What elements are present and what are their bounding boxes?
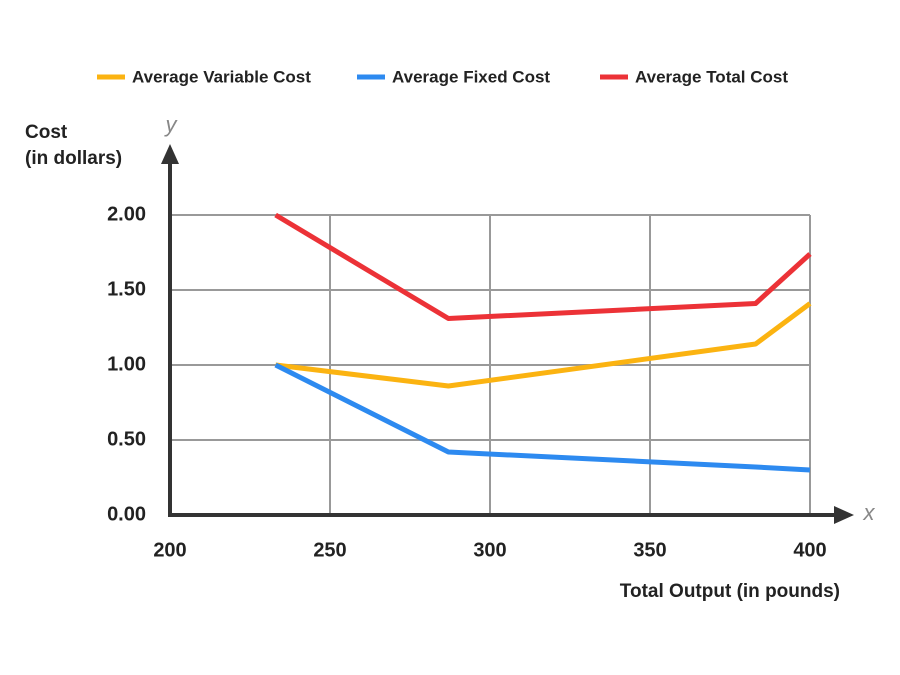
x-tick-label: 200 (153, 539, 186, 561)
x-axis-symbol: x (863, 500, 876, 525)
legend-label: Average Total Cost (635, 67, 788, 86)
y-tick-label: 1.50 (107, 278, 146, 300)
series-line (275, 301, 812, 389)
y-tick-label: 1.00 (107, 353, 146, 375)
x-tick-label: 250 (313, 539, 346, 561)
legend-label: Average Fixed Cost (392, 67, 550, 86)
y-axis-title: Cost (25, 122, 68, 143)
series-line (274, 362, 811, 473)
y-tick-label: 2.00 (107, 203, 146, 225)
y-axis-arrow (161, 144, 179, 164)
y-tick-label: 0.00 (107, 503, 146, 525)
y-axis-symbol: y (164, 112, 179, 137)
y-axis-title: (in dollars) (25, 148, 122, 169)
y-tick-label: 0.50 (107, 428, 146, 450)
x-tick-label: 350 (633, 539, 666, 561)
legend-label: Average Variable Cost (132, 67, 311, 86)
series-line (274, 212, 812, 321)
x-axis-arrow (834, 506, 854, 524)
x-tick-label: 300 (473, 539, 506, 561)
x-tick-label: 400 (793, 539, 826, 561)
x-axis-title: Total Output (in pounds) (620, 581, 840, 602)
